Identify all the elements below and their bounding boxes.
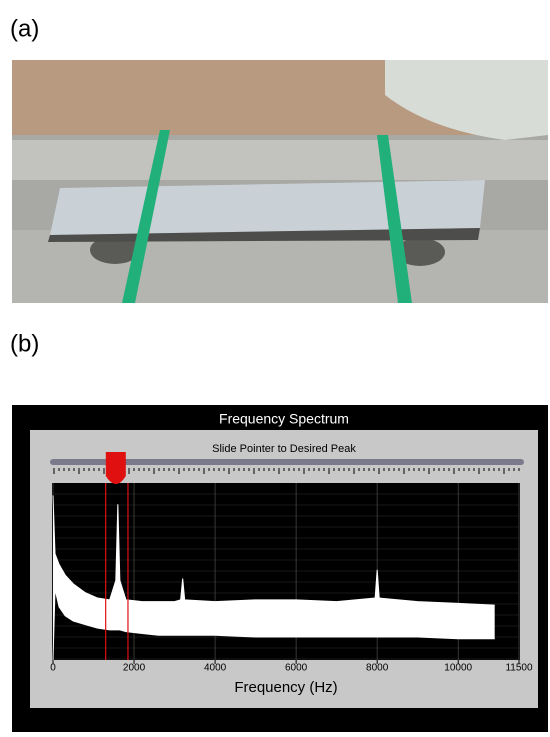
photo [12,60,548,303]
x-tick-label: 11500 [505,663,533,674]
x-tick-label: 8000 [366,663,389,674]
x-tick-label: 0 [50,663,56,674]
slider-pointer[interactable] [106,452,126,484]
panel-label: (a) [10,15,39,42]
x-axis-label: Frequency (Hz) [234,679,337,696]
panel-title: Frequency Spectrum [219,411,349,427]
x-tick-label: 6000 [285,663,308,674]
x-tick-label: 4000 [204,663,227,674]
page: (a) (b) Frequency Spectrum Slide Pointer… [0,0,550,732]
panel-label: (b) [10,330,39,357]
x-tick-label: 2000 [123,663,146,674]
x-tick-label: 10000 [444,663,472,674]
instruction: Slide Pointer to Desired Peak [212,443,356,455]
